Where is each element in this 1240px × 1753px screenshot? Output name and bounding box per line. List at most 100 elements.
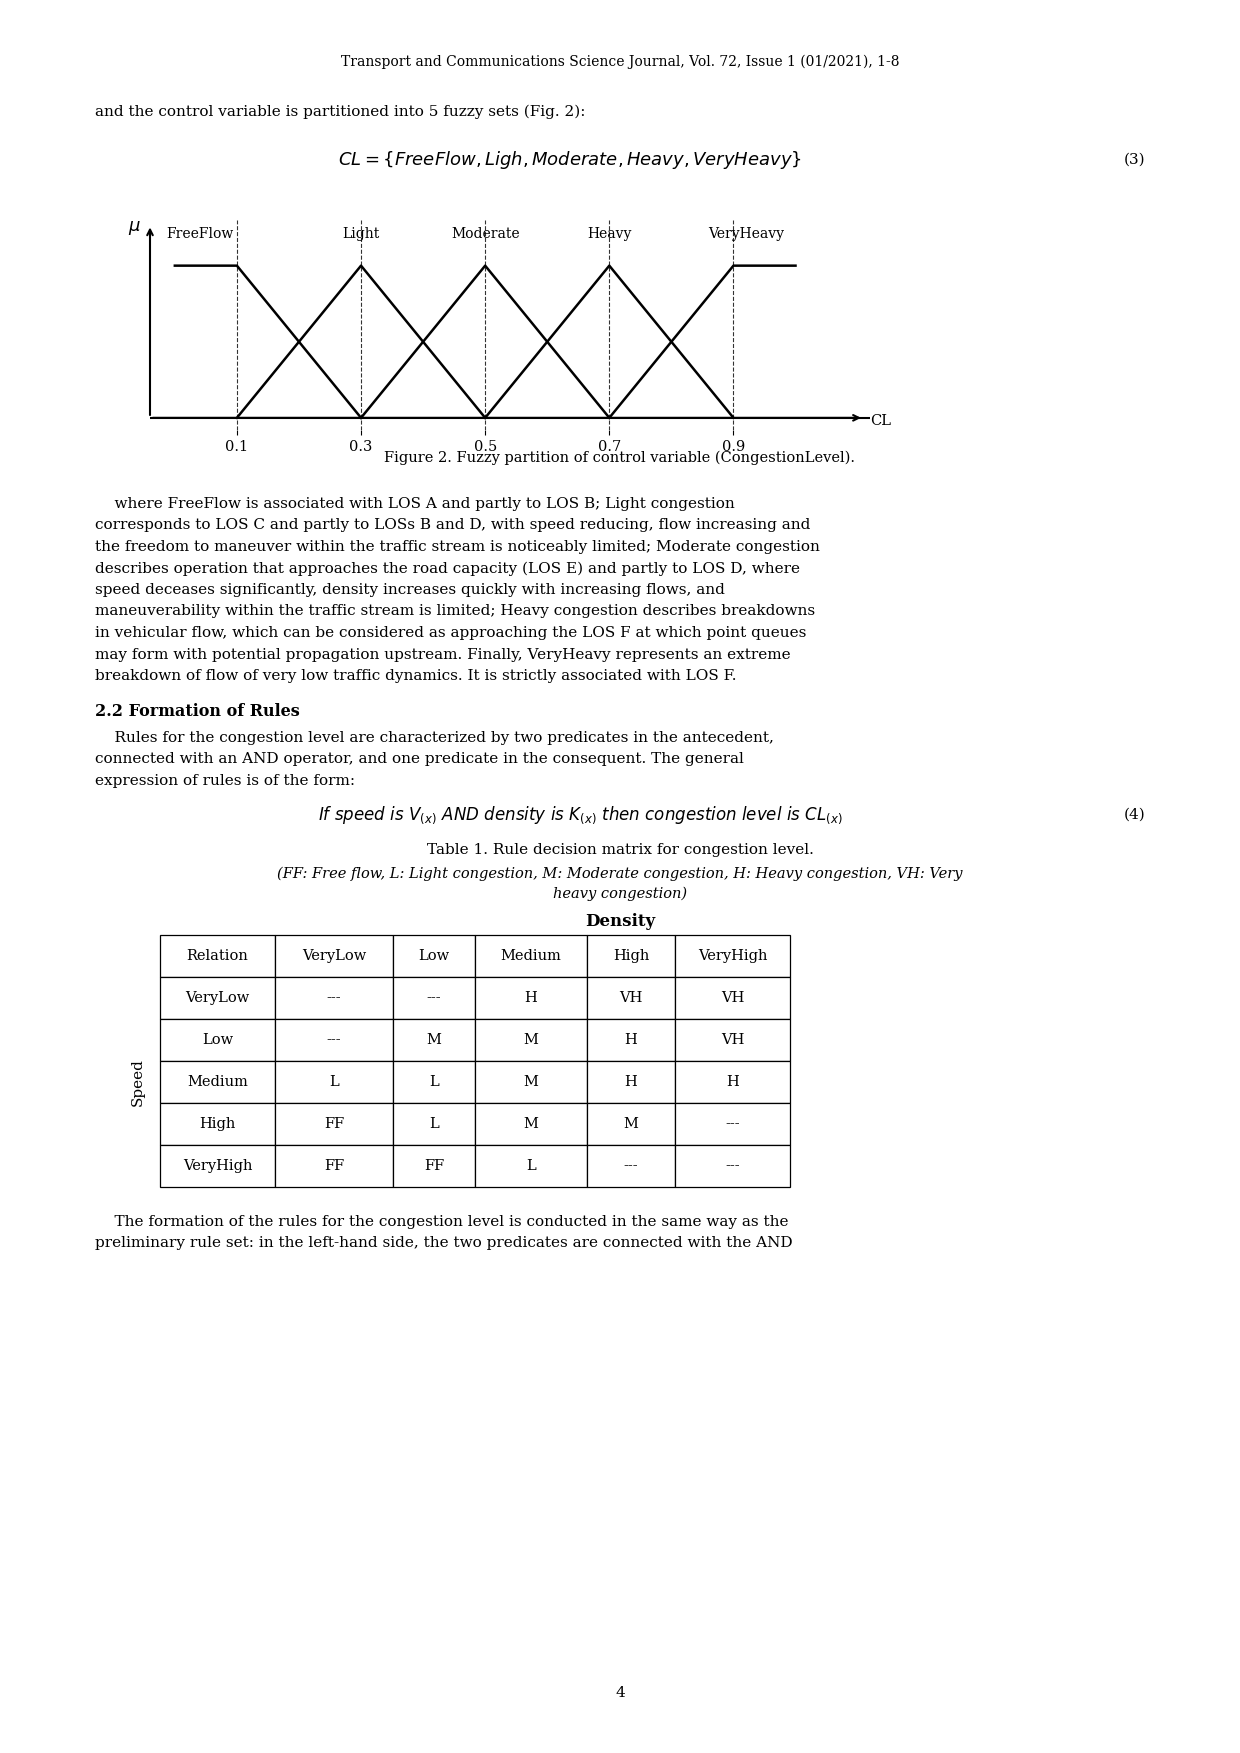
- Bar: [675, 1103, 790, 1145]
- Text: speed deceases significantly, density increases quickly with increasing flows, a: speed deceases significantly, density in…: [95, 584, 725, 598]
- Text: M: M: [427, 1033, 441, 1047]
- Text: VeryHigh: VeryHigh: [182, 1159, 252, 1173]
- Text: VeryHeavy: VeryHeavy: [708, 228, 784, 242]
- Text: (3): (3): [1125, 153, 1146, 167]
- Text: in vehicular flow, which can be considered as approaching the LOS F at which poi: in vehicular flow, which can be consider…: [95, 626, 806, 640]
- Text: 4: 4: [615, 1686, 625, 1700]
- Bar: [675, 1018, 790, 1061]
- Bar: [160, 976, 275, 1018]
- Text: breakdown of flow of very low traffic dynamics. It is strictly associated with L: breakdown of flow of very low traffic dy…: [95, 670, 737, 684]
- Text: $\mu$: $\mu$: [128, 219, 140, 237]
- Text: FF: FF: [424, 1159, 444, 1173]
- Text: ---: ---: [427, 990, 441, 1004]
- Text: Density: Density: [585, 913, 655, 931]
- Text: L: L: [329, 1075, 339, 1089]
- Bar: [160, 1061, 275, 1103]
- Bar: [475, 1018, 587, 1061]
- Text: Heavy: Heavy: [587, 228, 631, 242]
- Text: Low: Low: [202, 1033, 233, 1047]
- Text: Relation: Relation: [186, 948, 248, 962]
- Bar: [675, 1145, 790, 1187]
- Text: Figure 2. Fuzzy partition of control variable (CongestionLevel).: Figure 2. Fuzzy partition of control var…: [384, 451, 856, 465]
- Text: M: M: [523, 1033, 538, 1047]
- Text: Transport and Communications Science Journal, Vol. 72, Issue 1 (01/2021), 1-8: Transport and Communications Science Jou…: [341, 54, 899, 68]
- Text: VeryLow: VeryLow: [301, 948, 366, 962]
- Bar: [475, 1103, 587, 1145]
- Bar: [160, 1018, 275, 1061]
- Text: H: H: [525, 990, 537, 1004]
- Text: Medium: Medium: [501, 948, 562, 962]
- Bar: [275, 1061, 393, 1103]
- Bar: [393, 976, 475, 1018]
- Bar: [587, 934, 675, 976]
- Bar: [160, 1103, 275, 1145]
- Text: FF: FF: [324, 1117, 345, 1131]
- Text: (FF: Free flow, L: Light congestion, M: Moderate congestion, H: Heavy congestion: (FF: Free flow, L: Light congestion, M: …: [278, 868, 962, 882]
- Text: expression of rules is of the form:: expression of rules is of the form:: [95, 773, 355, 787]
- Text: ---: ---: [326, 990, 341, 1004]
- Text: FF: FF: [324, 1159, 345, 1173]
- Text: maneuverability within the traffic stream is limited; Heavy congestion describes: maneuverability within the traffic strea…: [95, 605, 815, 619]
- Text: The formation of the rules for the congestion level is conducted in the same way: The formation of the rules for the conge…: [95, 1215, 789, 1229]
- Text: Medium: Medium: [187, 1075, 248, 1089]
- Bar: [160, 934, 275, 976]
- Text: M: M: [624, 1117, 639, 1131]
- Bar: [587, 1103, 675, 1145]
- Bar: [393, 1103, 475, 1145]
- Text: Low: Low: [418, 948, 450, 962]
- Text: VeryHigh: VeryHigh: [698, 948, 768, 962]
- Bar: [160, 1145, 275, 1187]
- Text: H: H: [625, 1075, 637, 1089]
- Text: Moderate: Moderate: [451, 228, 520, 242]
- Text: VH: VH: [720, 1033, 744, 1047]
- Text: ---: ---: [326, 1033, 341, 1047]
- Text: $CL = \{FreeFlow, Ligh, Moderate, Heavy, VeryHeavy\}$: $CL = \{FreeFlow, Ligh, Moderate, Heavy,…: [339, 149, 802, 172]
- Text: H: H: [727, 1075, 739, 1089]
- Bar: [275, 1145, 393, 1187]
- Text: ---: ---: [725, 1159, 740, 1173]
- Bar: [587, 1018, 675, 1061]
- Text: the freedom to maneuver within the traffic stream is noticeably limited; Moderat: the freedom to maneuver within the traff…: [95, 540, 820, 554]
- Text: corresponds to LOS C and partly to LOSs B and D, with speed reducing, flow incre: corresponds to LOS C and partly to LOSs …: [95, 519, 811, 533]
- Text: L: L: [429, 1075, 439, 1089]
- Text: heavy congestion): heavy congestion): [553, 887, 687, 901]
- Text: VH: VH: [720, 990, 744, 1004]
- Text: ---: ---: [725, 1117, 740, 1131]
- Text: and the control variable is partitioned into 5 fuzzy sets (Fig. 2):: and the control variable is partitioned …: [95, 105, 585, 119]
- Text: CL: CL: [870, 414, 892, 428]
- Bar: [275, 934, 393, 976]
- Bar: [475, 1145, 587, 1187]
- Text: M: M: [523, 1117, 538, 1131]
- Text: preliminary rule set: in the left-hand side, the two predicates are connected wi: preliminary rule set: in the left-hand s…: [95, 1236, 792, 1250]
- Text: FreeFlow: FreeFlow: [166, 228, 233, 242]
- Text: Rules for the congestion level are characterized by two predicates in the antece: Rules for the congestion level are chara…: [95, 731, 774, 745]
- Text: ---: ---: [624, 1159, 639, 1173]
- Text: High: High: [200, 1117, 236, 1131]
- Bar: [475, 976, 587, 1018]
- Text: connected with an AND operator, and one predicate in the consequent. The general: connected with an AND operator, and one …: [95, 752, 744, 766]
- Text: may form with potential propagation upstream. Finally, VeryHeavy represents an e: may form with potential propagation upst…: [95, 647, 791, 661]
- Bar: [675, 934, 790, 976]
- Text: VH: VH: [619, 990, 642, 1004]
- Bar: [675, 976, 790, 1018]
- Bar: [587, 1145, 675, 1187]
- Bar: [475, 1061, 587, 1103]
- Text: M: M: [523, 1075, 538, 1089]
- Bar: [275, 976, 393, 1018]
- Text: $\mathit{If\ speed\ is\ }V_{(x)}\mathit{\ AND\ density\ is\ }K_{(x)}\mathit{\ th: $\mathit{If\ speed\ is\ }V_{(x)}\mathit{…: [317, 805, 842, 826]
- Bar: [275, 1103, 393, 1145]
- Text: L: L: [526, 1159, 536, 1173]
- Text: High: High: [613, 948, 650, 962]
- Text: Light: Light: [342, 228, 379, 242]
- Text: describes operation that approaches the road capacity (LOS E) and partly to LOS : describes operation that approaches the …: [95, 561, 800, 577]
- Text: where FreeFlow is associated with LOS A and partly to LOS B; Light congestion: where FreeFlow is associated with LOS A …: [95, 498, 735, 512]
- Bar: [587, 1061, 675, 1103]
- Text: L: L: [429, 1117, 439, 1131]
- Text: Speed: Speed: [131, 1059, 145, 1106]
- Bar: [393, 1018, 475, 1061]
- Text: VeryLow: VeryLow: [185, 990, 249, 1004]
- Bar: [393, 1145, 475, 1187]
- Text: (4): (4): [1125, 808, 1146, 822]
- Bar: [393, 1061, 475, 1103]
- Bar: [587, 976, 675, 1018]
